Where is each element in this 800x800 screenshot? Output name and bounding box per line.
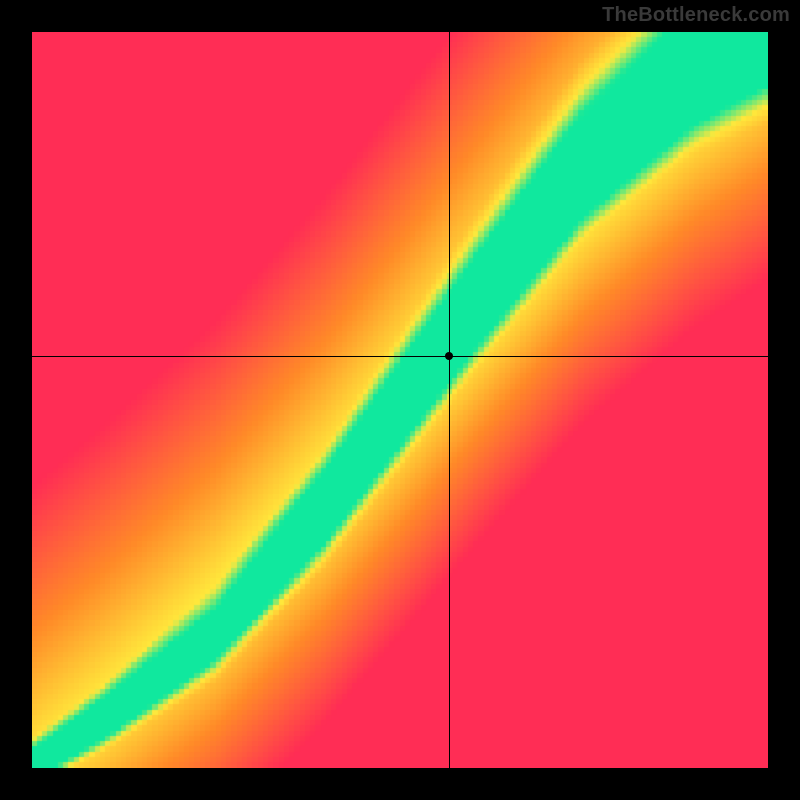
plot-area	[32, 32, 768, 768]
crosshair-horizontal	[32, 356, 768, 357]
crosshair-vertical	[449, 32, 450, 768]
watermark-text: TheBottleneck.com	[602, 4, 790, 27]
chart-container: TheBottleneck.com	[0, 0, 800, 800]
heatmap-canvas	[32, 32, 768, 768]
marker-dot	[445, 352, 453, 360]
